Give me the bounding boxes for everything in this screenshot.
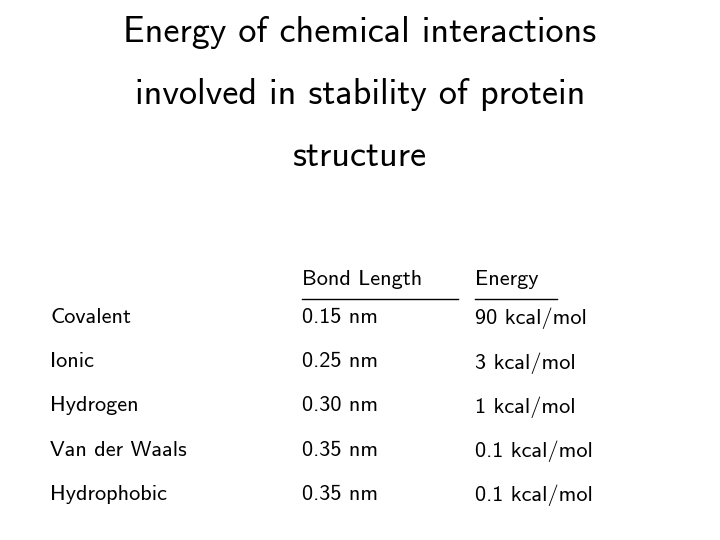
Text: Covalent: Covalent — [50, 308, 132, 327]
Text: Hydrogen: Hydrogen — [50, 396, 139, 415]
Text: 0.35 nm: 0.35 nm — [302, 485, 379, 504]
Text: 0.25 nm: 0.25 nm — [302, 352, 379, 371]
Text: 1 kcal/mol: 1 kcal/mol — [475, 396, 576, 418]
Text: Bond Length: Bond Length — [302, 270, 423, 289]
Text: Hydrophobic: Hydrophobic — [50, 485, 167, 504]
Text: 0.30 nm: 0.30 nm — [302, 396, 379, 415]
Text: Energy of chemical interactions: Energy of chemical interactions — [123, 16, 597, 49]
Text: 3 kcal/mol: 3 kcal/mol — [475, 352, 576, 374]
Text: 90 kcal/mol: 90 kcal/mol — [475, 308, 587, 329]
Text: 0.35 nm: 0.35 nm — [302, 441, 379, 460]
Text: Van der Waals: Van der Waals — [50, 441, 187, 460]
Text: 0.1 kcal/mol: 0.1 kcal/mol — [475, 441, 593, 462]
Text: Ionic: Ionic — [50, 352, 94, 371]
Text: 0.15 nm: 0.15 nm — [302, 308, 379, 327]
Text: Energy: Energy — [475, 270, 539, 289]
Text: 0.1 kcal/mol: 0.1 kcal/mol — [475, 485, 593, 507]
Text: structure: structure — [293, 140, 427, 173]
Text: involved in stability of protein: involved in stability of protein — [135, 78, 585, 111]
